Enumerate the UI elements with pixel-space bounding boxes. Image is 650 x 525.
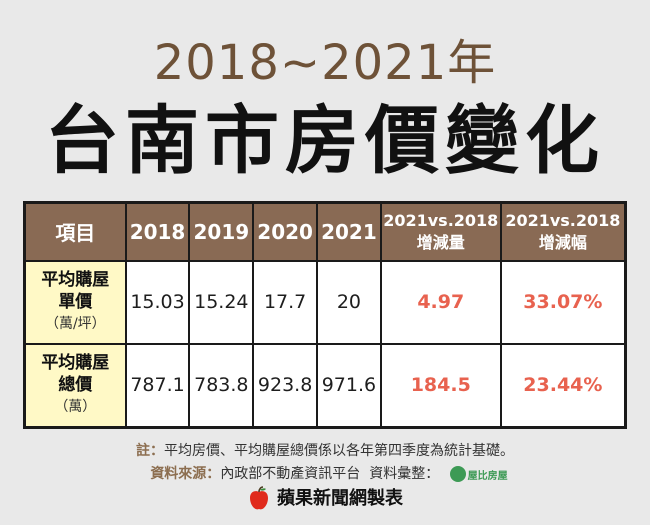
header-change-percent: 2021vs.2018 增減幅 xyxy=(499,201,627,262)
header-year-2020: 2020 xyxy=(252,201,319,262)
table-row: 平均購屋 總價 （萬） 787.1 783.8 923.8 971.6 184.… xyxy=(23,342,627,429)
source-text: 內政部不動產資訊平台 xyxy=(220,466,361,482)
row-label-total-price: 平均購屋 總價 （萬） xyxy=(23,342,127,429)
row-label-line2: 單價 xyxy=(58,292,93,313)
apple-icon xyxy=(250,486,268,510)
cell-change-percent: 33.07% xyxy=(499,259,627,345)
housing-price-table: 項目 2018 2019 2020 2021 2021vs.2018 增減量 2… xyxy=(23,201,627,429)
cell-value: 787.1 xyxy=(124,342,191,429)
header-change-percent-line1: 2021vs.2018 xyxy=(505,210,621,230)
cell-value: 20 xyxy=(316,259,382,345)
row-label-line1: 平均購屋 xyxy=(41,270,110,291)
logo-text: 屋比房屋 xyxy=(467,471,508,482)
collector-label: 資料彙整： xyxy=(369,466,440,482)
source-label: 資料來源： xyxy=(150,466,221,482)
footer-text: 蘋果新聞網製表 xyxy=(277,488,403,509)
cell-value: 971.6 xyxy=(316,342,382,429)
row-label-line2: 總價 xyxy=(58,375,93,396)
table-row: 平均購屋 單價 （萬/坪） 15.03 15.24 17.7 20 4.97 3… xyxy=(23,259,627,345)
row-label-line1: 平均購屋 xyxy=(41,353,110,374)
footnote-label: 註： xyxy=(136,443,164,459)
header-year-2018: 2018 xyxy=(124,201,191,262)
footer-credit: 蘋果新聞網製表 xyxy=(0,484,650,512)
house-logo-icon xyxy=(449,466,466,482)
housing-brand-logo: 屋比房屋 xyxy=(449,465,508,483)
row-unit: （萬） xyxy=(54,399,97,416)
header-change-amount: 2021vs.2018 增減量 xyxy=(379,201,502,262)
header-year-2019: 2019 xyxy=(188,201,255,262)
subtitle: 2018~2021年 xyxy=(153,35,497,91)
cell-value: 783.8 xyxy=(188,342,255,429)
cell-change-amount: 184.5 xyxy=(379,342,502,429)
table-header-row: 項目 2018 2019 2020 2021 2021vs.2018 增減量 2… xyxy=(23,201,627,262)
header-change-amount-line2: 增減量 xyxy=(416,232,465,252)
footnote-text: 平均房價、平均購屋總價係以各年第四季度為統計基礎。 xyxy=(164,443,514,459)
row-unit: （萬/坪） xyxy=(44,316,106,333)
header-change-amount-line1: 2021vs.2018 xyxy=(383,210,499,230)
header-item: 項目 xyxy=(23,201,127,262)
header-year-2021: 2021 xyxy=(316,201,382,262)
row-label-unit-price: 平均購屋 單價 （萬/坪） xyxy=(23,259,127,345)
cell-value: 923.8 xyxy=(252,342,319,429)
data-source: 資料來源：內政部不動產資訊平台 資料彙整： 屋比房屋 xyxy=(0,463,650,483)
cell-change-percent: 23.44% xyxy=(499,342,627,429)
cell-value: 17.7 xyxy=(252,259,319,345)
cell-value: 15.24 xyxy=(188,259,255,345)
cell-change-amount: 4.97 xyxy=(379,259,502,345)
header-change-percent-line2: 增減幅 xyxy=(538,232,587,252)
footnote: 註：平均房價、平均購屋總價係以各年第四季度為統計基礎。 xyxy=(0,440,650,460)
page-title: 台南市房價變化 xyxy=(45,98,605,184)
cell-value: 15.03 xyxy=(124,259,191,345)
